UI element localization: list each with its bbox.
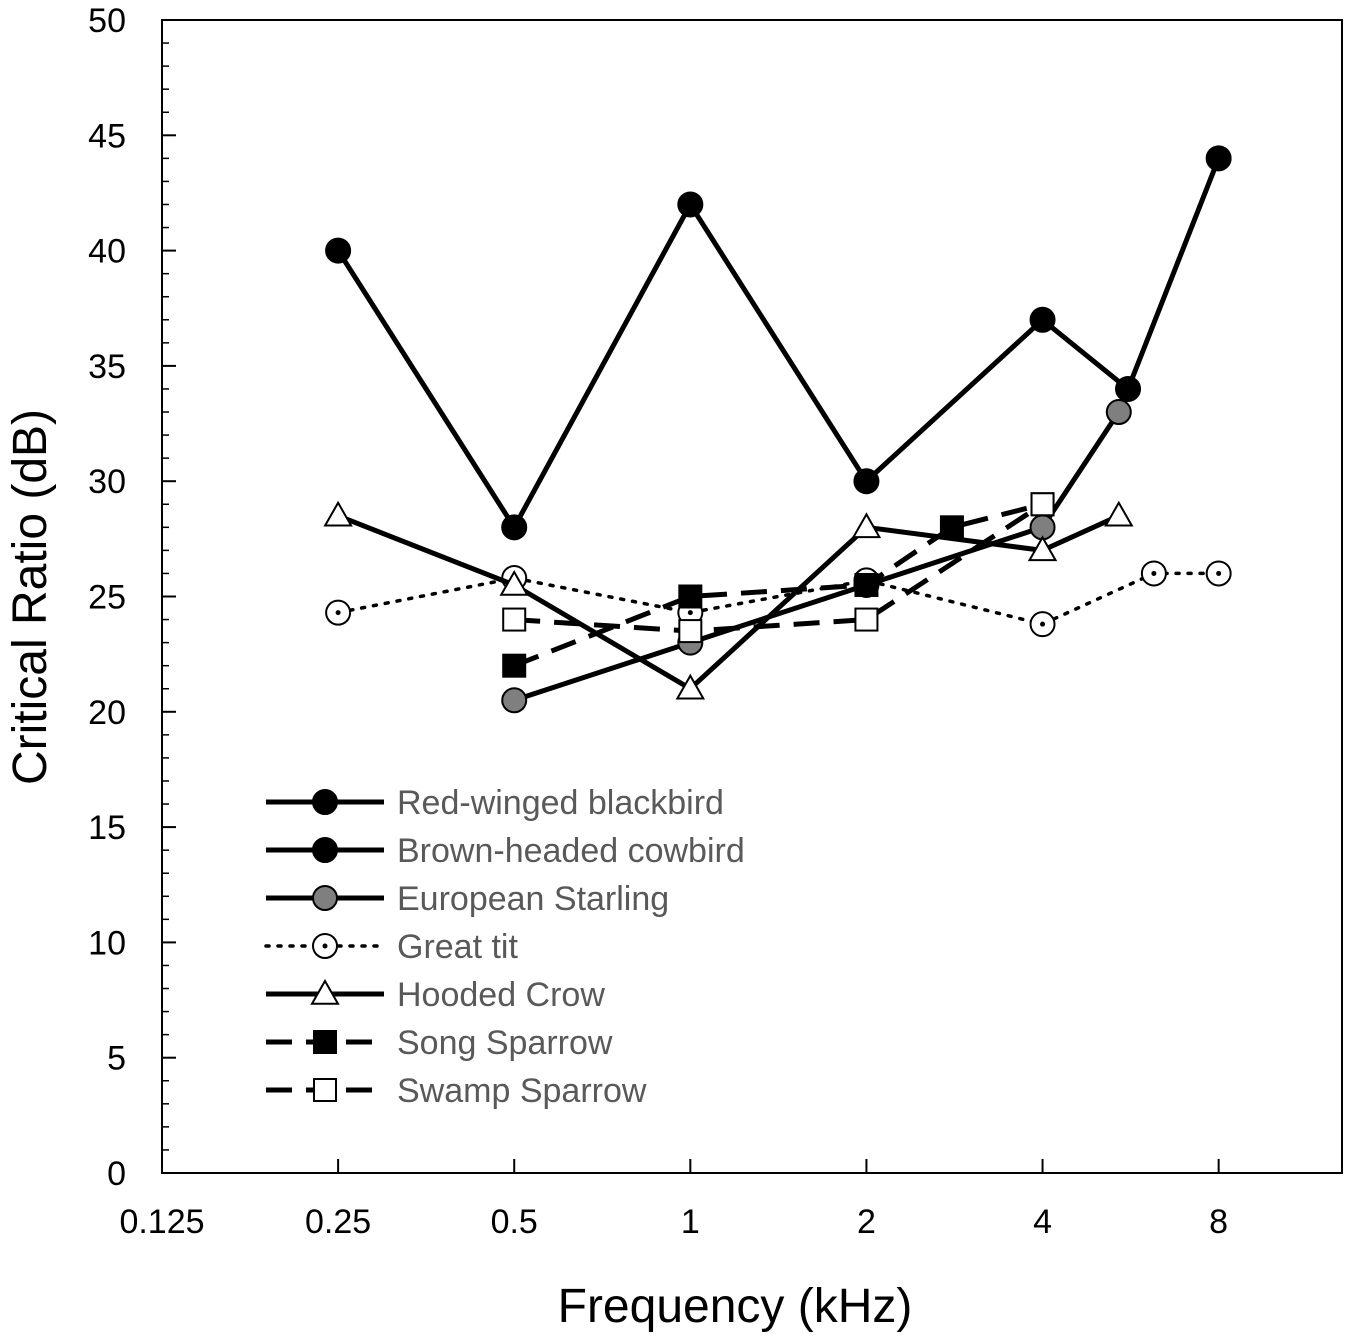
series-line [513, 410, 1121, 703]
legend-marker [312, 789, 338, 815]
data-point [1205, 560, 1232, 587]
y-tick-label: 50 [88, 2, 126, 40]
legend-item-swamp-sparrow: Swamp Sparrow [266, 1072, 647, 1110]
series-song-sparrow [502, 492, 1055, 678]
x-tick-label: 2 [857, 1203, 876, 1241]
y-tick-label: 15 [88, 809, 126, 847]
legend-label: Red-winged blackbird [397, 784, 724, 822]
legend-item-brown-headed-cowbird: Brown-headed cowbird [266, 832, 745, 870]
data-point [1140, 560, 1167, 587]
legend-label: Brown-headed cowbird [397, 832, 745, 870]
x-tick-label: 1 [681, 1203, 700, 1241]
data-point [1105, 399, 1132, 426]
y-tick-label: 40 [88, 233, 126, 271]
data-point [675, 673, 706, 700]
data-point [501, 687, 528, 714]
data-point [325, 599, 352, 626]
data-point [853, 468, 880, 495]
marker-dot [1040, 621, 1046, 627]
y-tick-label: 5 [107, 1040, 126, 1078]
legend-item-red-winged-blackbird: Red-winged blackbird [266, 784, 724, 822]
data-point [1029, 611, 1056, 638]
y-tick-label: 30 [88, 463, 126, 501]
series-group [323, 145, 1232, 714]
data-point [939, 515, 964, 540]
x-tick-label: 0.125 [119, 1203, 204, 1241]
legend-item-hooded-crow: Hooded Crow [266, 976, 605, 1014]
series-hooded-crow [323, 500, 1134, 700]
legend-item-great-tit: Great tit [264, 928, 518, 966]
series-line [514, 502, 1044, 634]
series-line [337, 513, 1120, 692]
data-point [677, 191, 704, 218]
legend-marker [313, 1078, 337, 1102]
legend-label: Great tit [397, 928, 518, 966]
data-point [323, 500, 353, 527]
series-swamp-sparrow [502, 492, 1055, 644]
series-red-winged-blackbird [325, 145, 1232, 541]
data-point [1030, 492, 1055, 517]
marker-dot [322, 943, 328, 949]
legend-marker [312, 885, 338, 911]
legend-marker [310, 978, 340, 1005]
y-tick-label: 45 [88, 117, 126, 155]
data-point [678, 619, 703, 644]
plot-frame [161, 19, 1343, 1174]
tick-labels: 0 5 10 15 20 25 30 35 40 45 50 0.125 0.25 0.5 1 2 4 8 [88, 2, 1228, 1241]
marker-dot [335, 610, 341, 616]
marker-dot [687, 610, 693, 616]
y-axis-title: Critical Ratio (dB) [4, 409, 57, 785]
data-point [502, 607, 527, 632]
y-tick-label: 35 [88, 348, 126, 386]
legend: Red-winged blackbird Brown-headed cowbird… [264, 784, 745, 1110]
data-point [678, 584, 703, 609]
data-point [854, 572, 879, 597]
legend-label: Swamp Sparrow [397, 1072, 647, 1110]
x-tick-label: 0.5 [491, 1203, 538, 1241]
data-point [851, 512, 882, 539]
data-point [1115, 375, 1142, 402]
data-point [499, 569, 529, 596]
legend-item-european-starling: European Starling [266, 880, 669, 918]
x-tick-label: 0.25 [305, 1203, 371, 1241]
marker-dot [1151, 570, 1157, 576]
y-tick-label: 0 [107, 1155, 126, 1193]
x-axis-title: Frequency (kHz) [558, 1280, 913, 1333]
data-point [1205, 145, 1232, 172]
series-line [335, 157, 1221, 530]
data-point [1029, 306, 1056, 333]
data-point [1027, 535, 1058, 562]
legend-label: European Starling [397, 880, 669, 918]
x-tick-label: 8 [1209, 1203, 1228, 1241]
marker-dot [1216, 570, 1222, 576]
x-tick-label: 4 [1033, 1203, 1052, 1241]
legend-label: Hooded Crow [397, 976, 605, 1014]
legend-marker [312, 837, 338, 863]
data-point [1104, 500, 1134, 527]
y-tick-label: 25 [88, 579, 126, 617]
y-tick-label: 10 [88, 924, 126, 962]
legend-marker [312, 933, 338, 959]
data-point [325, 237, 352, 264]
series-line [336, 571, 1221, 626]
data-point [502, 653, 527, 678]
data-point [854, 607, 879, 632]
y-tick-label: 20 [88, 694, 126, 732]
data-point [501, 514, 528, 541]
legend-item-song-sparrow: Song Sparrow [266, 1024, 613, 1062]
legend-marker [313, 1030, 337, 1054]
legend-label: Song Sparrow [397, 1024, 613, 1062]
